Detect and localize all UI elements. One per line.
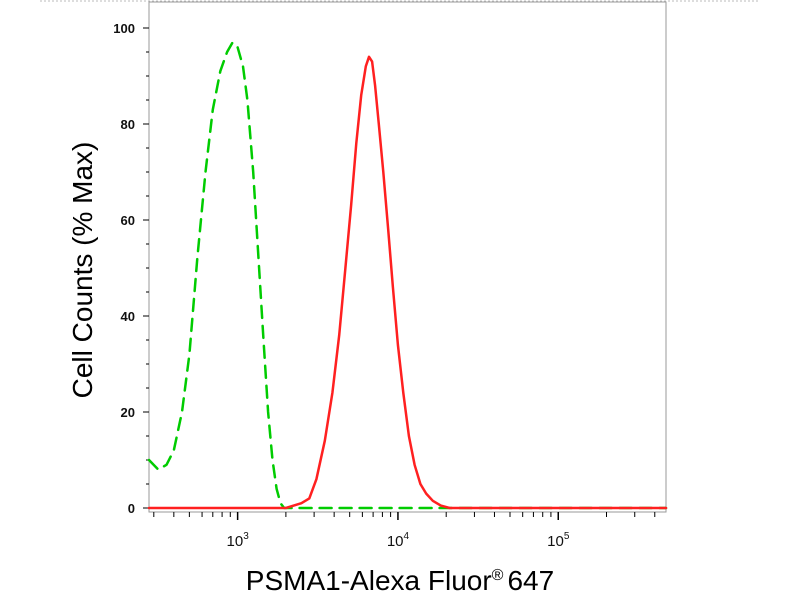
y-tick-label: 20: [121, 405, 135, 420]
x-tick-exponent: 4: [404, 531, 410, 542]
y-tick-label: 40: [121, 309, 135, 324]
control-histogram-dashed-line: [147, 41, 668, 510]
y-axis: 0 20 40 60 80 100: [113, 21, 149, 516]
x-tick-label: 105: [547, 531, 570, 550]
x-tick-label: 104: [387, 531, 410, 550]
y-tick-label: 60: [121, 213, 135, 228]
series-layer: [147, 41, 668, 510]
x-axis-label: PSMA1-Alexa Fluor® 647: [246, 565, 554, 596]
x-tick-exponent: 3: [243, 531, 249, 542]
y-tick-label: 80: [121, 117, 135, 132]
plot-frame: [148, 1, 667, 513]
y-tick-label: 100: [113, 21, 135, 36]
x-tick-label: 103: [227, 531, 250, 550]
x-axis-label-suffix: 647: [507, 565, 554, 596]
y-tick-label: 0: [128, 501, 135, 516]
x-axis: 103 104 105: [153, 512, 656, 550]
sample-histogram-solid-line: [147, 55, 668, 510]
x-tick-base: 10: [387, 533, 404, 550]
y-axis-label: Cell Counts (% Max): [67, 142, 98, 399]
x-tick-base: 10: [227, 533, 244, 550]
x-tick-exponent: 5: [564, 531, 570, 542]
x-axis-label-main: PSMA1-Alexa Fluor: [246, 565, 492, 596]
x-tick-base: 10: [547, 533, 564, 550]
x-axis-label-registered-mark: ®: [492, 567, 504, 584]
